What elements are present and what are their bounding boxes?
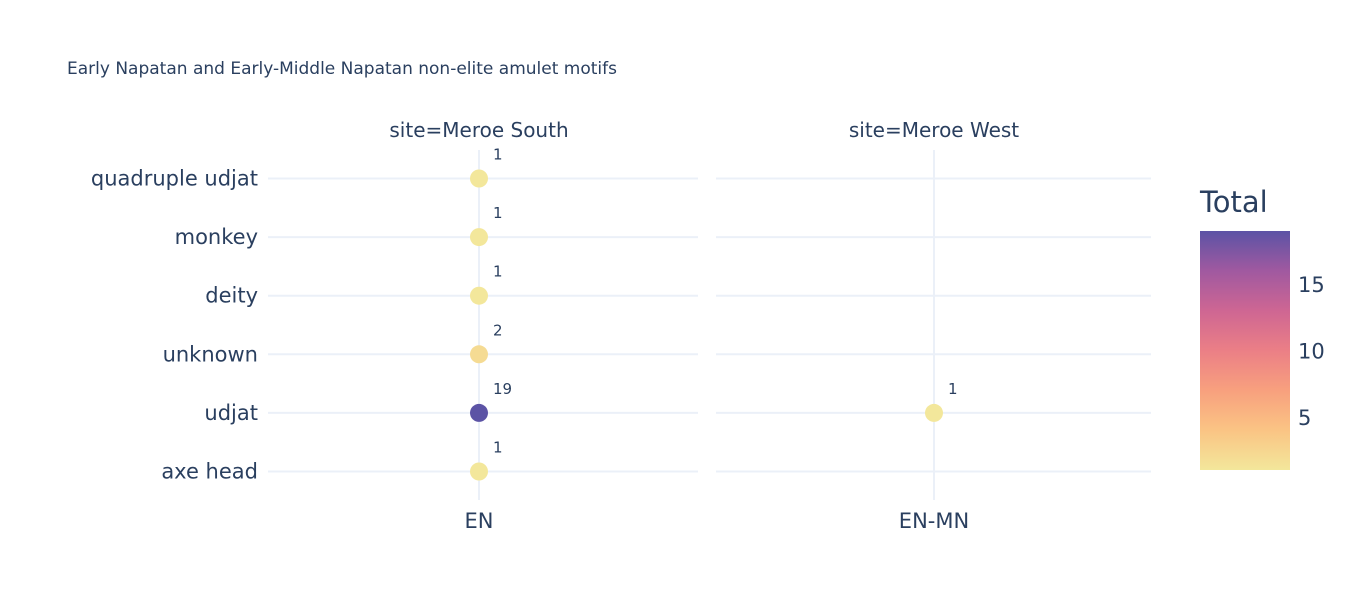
chart-title: Early Napatan and Early-Middle Napatan n… <box>67 59 617 79</box>
data-label: 19 <box>493 380 512 398</box>
colorbar-gradient <box>1200 231 1290 470</box>
point-udjat[interactable] <box>925 403 943 422</box>
colorbar: Total 5 10 15 <box>1199 185 1325 470</box>
facet-label: site=Meroe South <box>389 118 568 142</box>
point-axe-head[interactable] <box>470 462 488 481</box>
y-tick-label-unknown: unknown <box>163 342 258 366</box>
data-label: 2 <box>493 321 503 339</box>
data-label: 1 <box>493 204 503 222</box>
point-monkey[interactable] <box>470 228 488 247</box>
data-label: 1 <box>948 380 958 398</box>
data-label: 1 <box>493 146 503 164</box>
x-tick-label-en: EN <box>465 509 494 533</box>
point-deity[interactable] <box>470 286 488 305</box>
x-tick-label-en-mn: EN-MN <box>899 509 969 533</box>
facet-site-meroe-south: site=Meroe South EN 1 1 1 2 19 1 <box>268 118 698 533</box>
y-tick-label-monkey: monkey <box>175 225 258 249</box>
facet-label: site=Meroe West <box>849 118 1019 142</box>
point-udjat[interactable] <box>470 403 488 422</box>
colorbar-tick-15: 15 <box>1298 273 1325 297</box>
facet-site-meroe-west: site=Meroe West EN-MN 1 <box>716 118 1151 533</box>
y-tick-label-quadruple-udjat: quadruple udjat <box>91 167 258 191</box>
colorbar-tick-10: 10 <box>1298 340 1325 364</box>
point-quadruple-udjat[interactable] <box>470 169 488 188</box>
colorbar-tick-5: 5 <box>1298 406 1311 430</box>
data-label: 1 <box>493 439 503 457</box>
y-axis: quadruple udjat monkey deity unknown udjat ax… <box>91 167 258 484</box>
y-tick-label-deity: deity <box>205 284 258 308</box>
point-unknown[interactable] <box>470 345 488 364</box>
y-tick-label-udjat: udjat <box>204 401 258 425</box>
data-label: 1 <box>493 263 503 281</box>
colorbar-title: Total <box>1199 185 1268 219</box>
y-tick-label-axe-head: axe head <box>161 460 258 484</box>
